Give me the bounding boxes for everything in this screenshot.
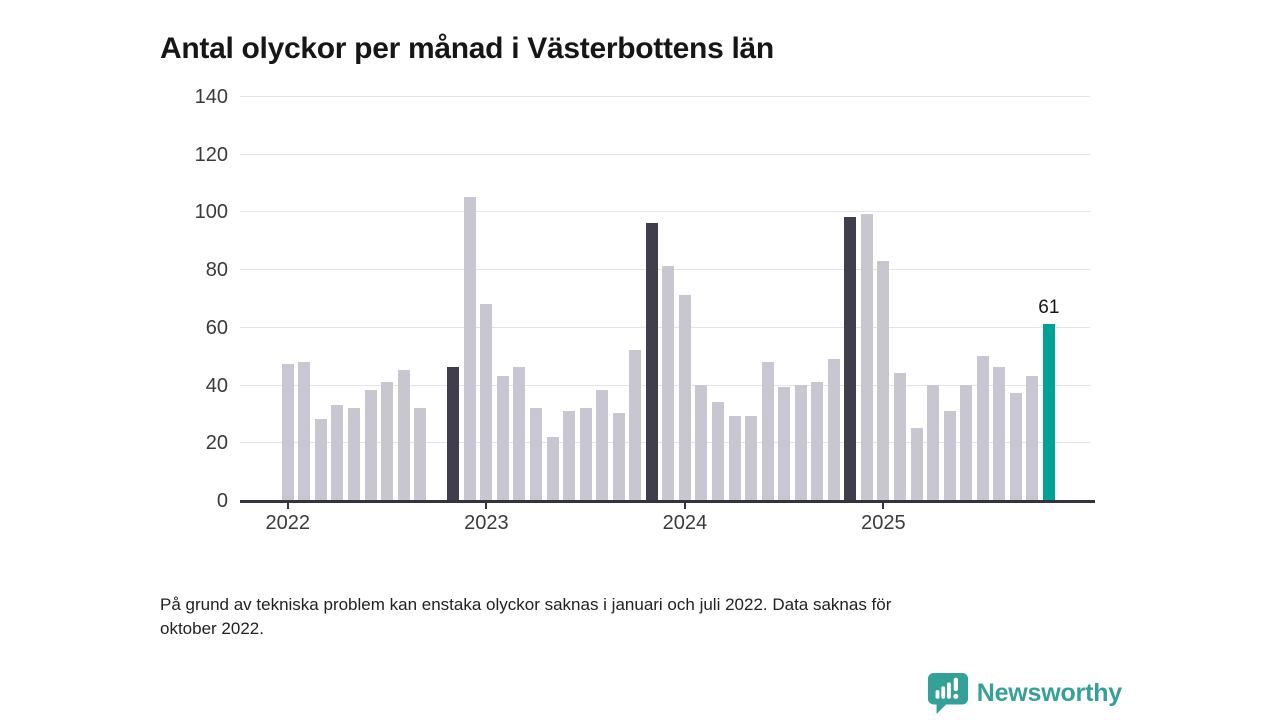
bar-2024-08 bbox=[794, 384, 807, 500]
y-tick-label-100: 100 bbox=[194, 201, 228, 224]
bar-2024-05 bbox=[745, 416, 758, 500]
gridline-120 bbox=[240, 153, 1090, 155]
bar-2024-09 bbox=[811, 381, 824, 500]
bar-2025-10 bbox=[1026, 375, 1039, 500]
bar-2025-09 bbox=[1009, 393, 1022, 500]
bar-2025-02 bbox=[893, 373, 906, 500]
bar-2022-09 bbox=[414, 407, 427, 500]
bar-2022-08 bbox=[397, 370, 410, 500]
y-tick-label-60: 60 bbox=[205, 316, 228, 339]
bar-2023-08 bbox=[596, 390, 609, 500]
bar-2022-11 bbox=[447, 367, 460, 500]
bar-2023-09 bbox=[612, 413, 625, 500]
speech-bubble-bar-chart-icon bbox=[927, 672, 969, 714]
bar-2022-12 bbox=[463, 197, 476, 500]
gridline-140 bbox=[240, 96, 1090, 97]
bar-2025-05 bbox=[943, 410, 956, 500]
bar-2023-06 bbox=[563, 410, 576, 500]
bar-2023-05 bbox=[546, 436, 559, 500]
bar-2023-10 bbox=[629, 349, 642, 500]
bar-2025-08 bbox=[993, 367, 1006, 500]
y-tick-label-120: 120 bbox=[194, 143, 228, 166]
bar-2024-02 bbox=[695, 384, 708, 500]
bar-2024-03 bbox=[711, 401, 724, 500]
x-tick-2025 bbox=[882, 501, 885, 509]
logo-wordmark: Newsworthy bbox=[976, 678, 1122, 707]
y-tick-label-40: 40 bbox=[205, 374, 228, 397]
bar-2023-12 bbox=[662, 266, 675, 500]
footnote-line-2: oktober 2022. bbox=[160, 619, 264, 638]
bar-2024-11 bbox=[844, 217, 857, 500]
bar-2022-03 bbox=[314, 419, 327, 500]
y-axis: 0 20 40 60 80 100 120 140 bbox=[150, 86, 228, 512]
x-axis-line bbox=[240, 500, 1095, 503]
footnote-line-1: På grund av tekniska problem kan enstaka… bbox=[160, 595, 892, 614]
x-tick-label-2022: 2022 bbox=[265, 512, 311, 534]
bar-2023-11 bbox=[645, 222, 658, 500]
x-tick-2024 bbox=[683, 501, 686, 509]
bar-2025-07 bbox=[976, 355, 989, 500]
y-tick-label-140: 140 bbox=[194, 86, 228, 108]
bar-2025-01 bbox=[877, 260, 890, 500]
x-tick-label-2023: 2023 bbox=[464, 512, 509, 534]
y-tick-label-0: 0 bbox=[216, 490, 228, 512]
bar-2023-04 bbox=[529, 407, 542, 500]
bar-2025-11 bbox=[1042, 323, 1055, 500]
bar-2025-06 bbox=[960, 384, 973, 500]
bar-2022-02 bbox=[298, 361, 311, 500]
x-tick-label-2025: 2025 bbox=[861, 512, 906, 534]
bar-2024-07 bbox=[778, 387, 791, 500]
bar-2023-03 bbox=[513, 367, 526, 500]
bar-2025-03 bbox=[910, 427, 923, 500]
bar-2024-01 bbox=[678, 295, 691, 500]
bar-2022-01 bbox=[281, 364, 294, 500]
y-tick-label-20: 20 bbox=[205, 432, 228, 455]
bar-2024-04 bbox=[728, 416, 741, 500]
bar-2022-04 bbox=[331, 404, 344, 500]
bar-2025-04 bbox=[927, 384, 940, 500]
bar-2024-12 bbox=[860, 214, 873, 500]
bar-2022-06 bbox=[364, 390, 377, 500]
x-tick-label-2024: 2024 bbox=[662, 512, 708, 534]
bar-2023-01 bbox=[480, 303, 493, 500]
x-tick-2022 bbox=[286, 501, 289, 509]
chart-footnote: På grund av tekniska problem kan enstaka… bbox=[160, 593, 1120, 641]
data-label-2025-11: 61 bbox=[1038, 296, 1060, 318]
bar-2023-07 bbox=[579, 407, 592, 500]
bar-2022-05 bbox=[347, 407, 360, 500]
newsworthy-logo-link[interactable]: Newsworthy bbox=[927, 672, 1122, 714]
bar-2022-07 bbox=[381, 381, 394, 500]
bar-2023-02 bbox=[496, 375, 509, 500]
plot-area: 2022 2023 2024 2025 61 bbox=[240, 96, 1095, 534]
gridline-100 bbox=[240, 211, 1090, 213]
bar-2024-06 bbox=[761, 361, 774, 500]
x-tick-2023 bbox=[485, 501, 488, 509]
y-tick-label-80: 80 bbox=[205, 259, 228, 282]
chart-title: Antal olyckor per månad i Västerbottens … bbox=[160, 32, 774, 66]
bar-2024-10 bbox=[827, 358, 840, 500]
